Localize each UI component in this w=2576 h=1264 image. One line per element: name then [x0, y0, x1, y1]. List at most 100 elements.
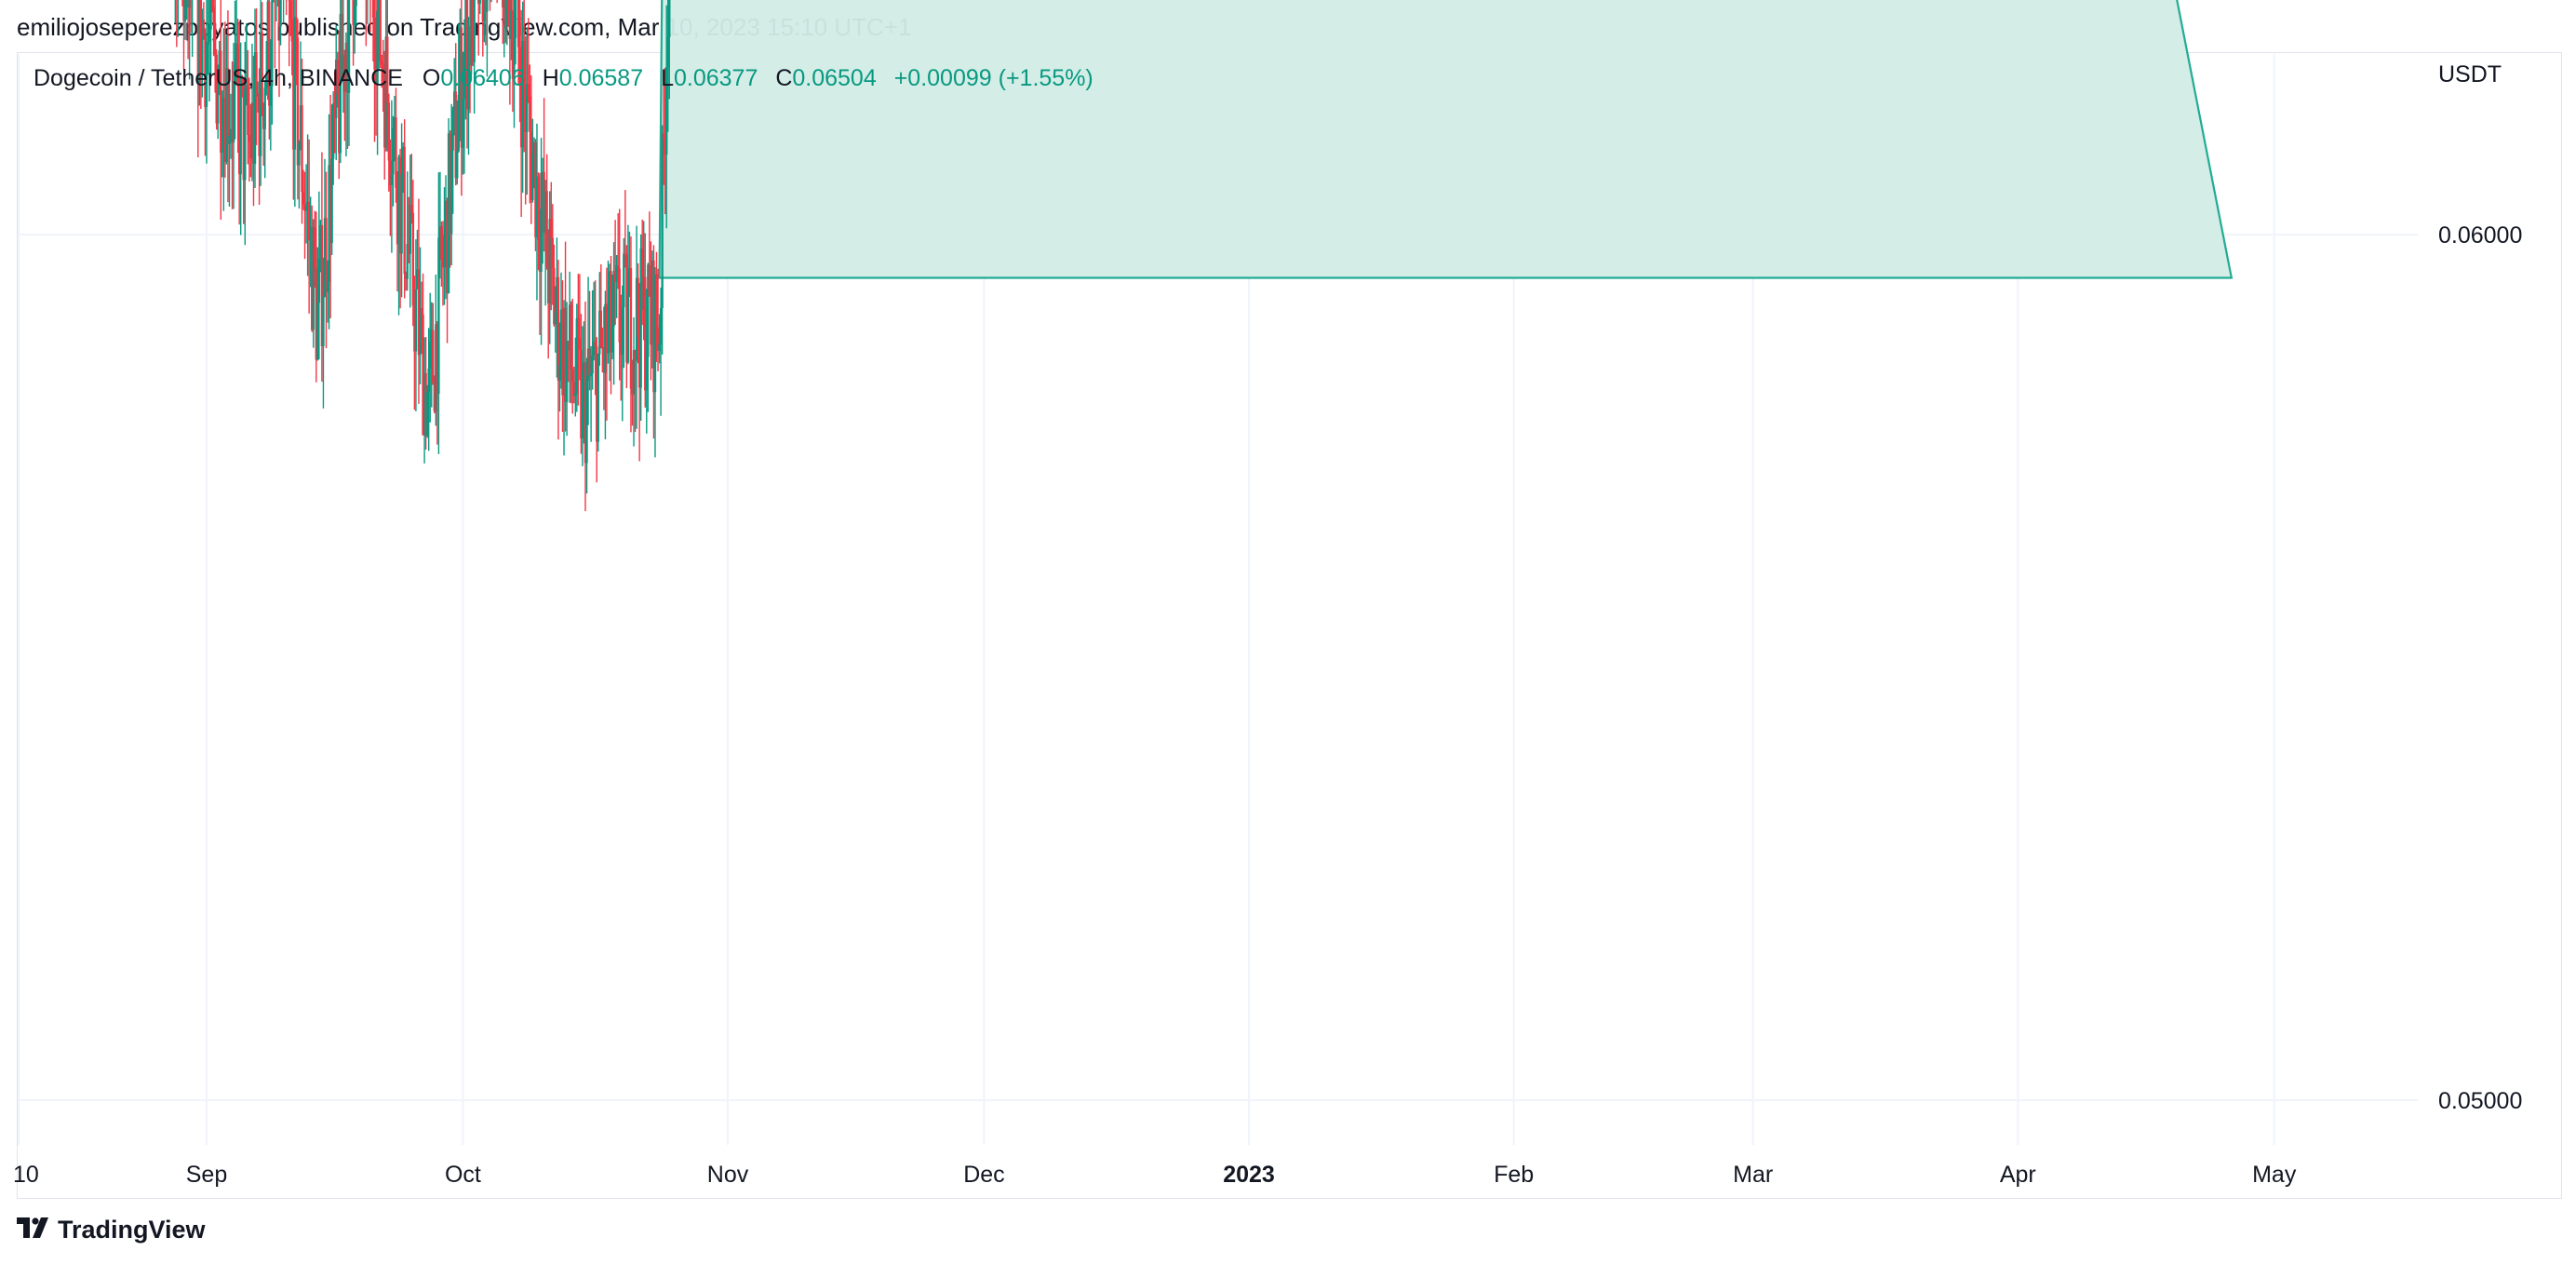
candle-body	[522, 41, 526, 89]
candle-body	[204, 35, 207, 107]
candle-body	[459, 27, 462, 95]
open-value: 0.06406	[440, 65, 525, 91]
tradingview-logo[interactable]: TradingView	[17, 1216, 206, 1244]
candle-body	[331, 103, 335, 159]
candle-body	[647, 264, 650, 357]
candle-body	[550, 219, 553, 238]
candle-body	[236, 43, 239, 87]
candle-body	[521, 41, 524, 148]
candle-body	[188, 0, 191, 8]
candle-body	[451, 109, 454, 151]
candle-body	[652, 260, 655, 393]
candle-body	[519, 84, 523, 148]
candle-body	[263, 87, 266, 129]
candle-body	[538, 240, 542, 272]
candle-body	[320, 224, 324, 347]
candle-body	[545, 191, 548, 267]
candle-body	[571, 369, 574, 383]
candle-body	[460, 27, 463, 148]
time-tick-label: May	[2252, 1162, 2297, 1188]
candle-body	[565, 341, 569, 402]
candle-body	[610, 271, 612, 353]
candle-body	[347, 0, 351, 93]
candle-body	[414, 289, 418, 352]
candle-body	[422, 314, 424, 436]
candle-body	[223, 98, 227, 162]
candle-body	[658, 343, 661, 352]
candle-body	[561, 309, 564, 396]
candle-body	[409, 205, 411, 254]
candle-body	[505, 0, 509, 27]
candle-body	[392, 128, 395, 175]
descending-triangle-drawing	[658, 0, 2234, 279]
candle-body	[568, 304, 571, 351]
candle-body	[613, 270, 617, 282]
candle-body	[241, 77, 244, 80]
candle-body	[352, 0, 355, 26]
candle-body	[341, 14, 343, 80]
candle-body	[651, 260, 654, 345]
candle-body	[470, 0, 473, 66]
candle-body	[335, 60, 338, 118]
candle-body	[253, 52, 257, 165]
candle-body	[511, 10, 515, 79]
time-tick-label: Nov	[707, 1162, 749, 1188]
candle-body	[577, 318, 580, 339]
candle-body	[668, 0, 671, 37]
candle-body	[289, 0, 292, 20]
candle-body	[423, 372, 426, 436]
candle-body	[420, 307, 423, 315]
candle-body	[397, 156, 400, 245]
candle-body	[623, 253, 625, 308]
candle-body	[543, 191, 547, 234]
candle-body	[229, 128, 233, 137]
candle-body	[473, 0, 476, 62]
candle-body	[379, 0, 382, 61]
candle-body	[554, 312, 557, 325]
candle-body	[465, 0, 469, 110]
close-label: C	[775, 65, 793, 91]
time-tick-label: Dec	[963, 1162, 1004, 1188]
candle-body	[580, 349, 583, 439]
candle-body	[529, 95, 531, 132]
candle-body	[393, 117, 396, 128]
candle-body	[333, 103, 336, 118]
candle-body	[377, 0, 381, 11]
candle-body	[553, 267, 556, 325]
candle-body	[607, 322, 610, 354]
candle-body	[424, 372, 427, 437]
candle-body	[594, 341, 597, 347]
candle-body	[237, 87, 241, 175]
candle-body	[212, 7, 215, 23]
candle-body	[557, 276, 560, 381]
candle-body	[661, 133, 664, 308]
ohlc-legend: Dogecoin / TetherUS, 4h, BINANCE O0.0640…	[34, 65, 1093, 92]
candle-body	[471, 0, 475, 62]
candle-body	[503, 0, 505, 8]
candle-body	[620, 342, 623, 356]
close-value: 0.06504	[792, 65, 877, 91]
candle-body	[218, 50, 221, 91]
candle-body	[413, 305, 416, 352]
candle-body	[396, 187, 399, 245]
candle-body	[664, 139, 666, 155]
candle-body	[632, 350, 636, 395]
candle-body	[468, 26, 472, 66]
candle-body	[210, 0, 214, 7]
candle-body	[382, 64, 384, 82]
candle-body	[558, 365, 561, 381]
candle-body	[329, 165, 332, 244]
candle-body	[535, 176, 539, 237]
candle-body	[242, 79, 245, 181]
candle-body	[406, 244, 409, 279]
candle-body	[398, 156, 402, 254]
change-value: +0.00099 (+1.55%)	[893, 65, 1093, 91]
candle-body	[277, 0, 281, 27]
candle-body	[436, 324, 439, 395]
candle-body	[524, 88, 527, 132]
candle-body	[583, 362, 585, 373]
candle-body	[292, 41, 295, 150]
open-label: O	[422, 65, 441, 91]
candle-body	[268, 1, 271, 106]
